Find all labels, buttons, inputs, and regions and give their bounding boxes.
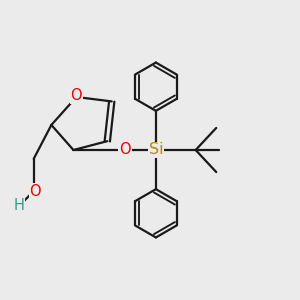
- Text: O: O: [119, 142, 131, 158]
- Text: O: O: [29, 184, 41, 199]
- Text: O: O: [70, 88, 82, 103]
- Text: Si: Si: [148, 142, 163, 158]
- Text: H: H: [14, 198, 24, 213]
